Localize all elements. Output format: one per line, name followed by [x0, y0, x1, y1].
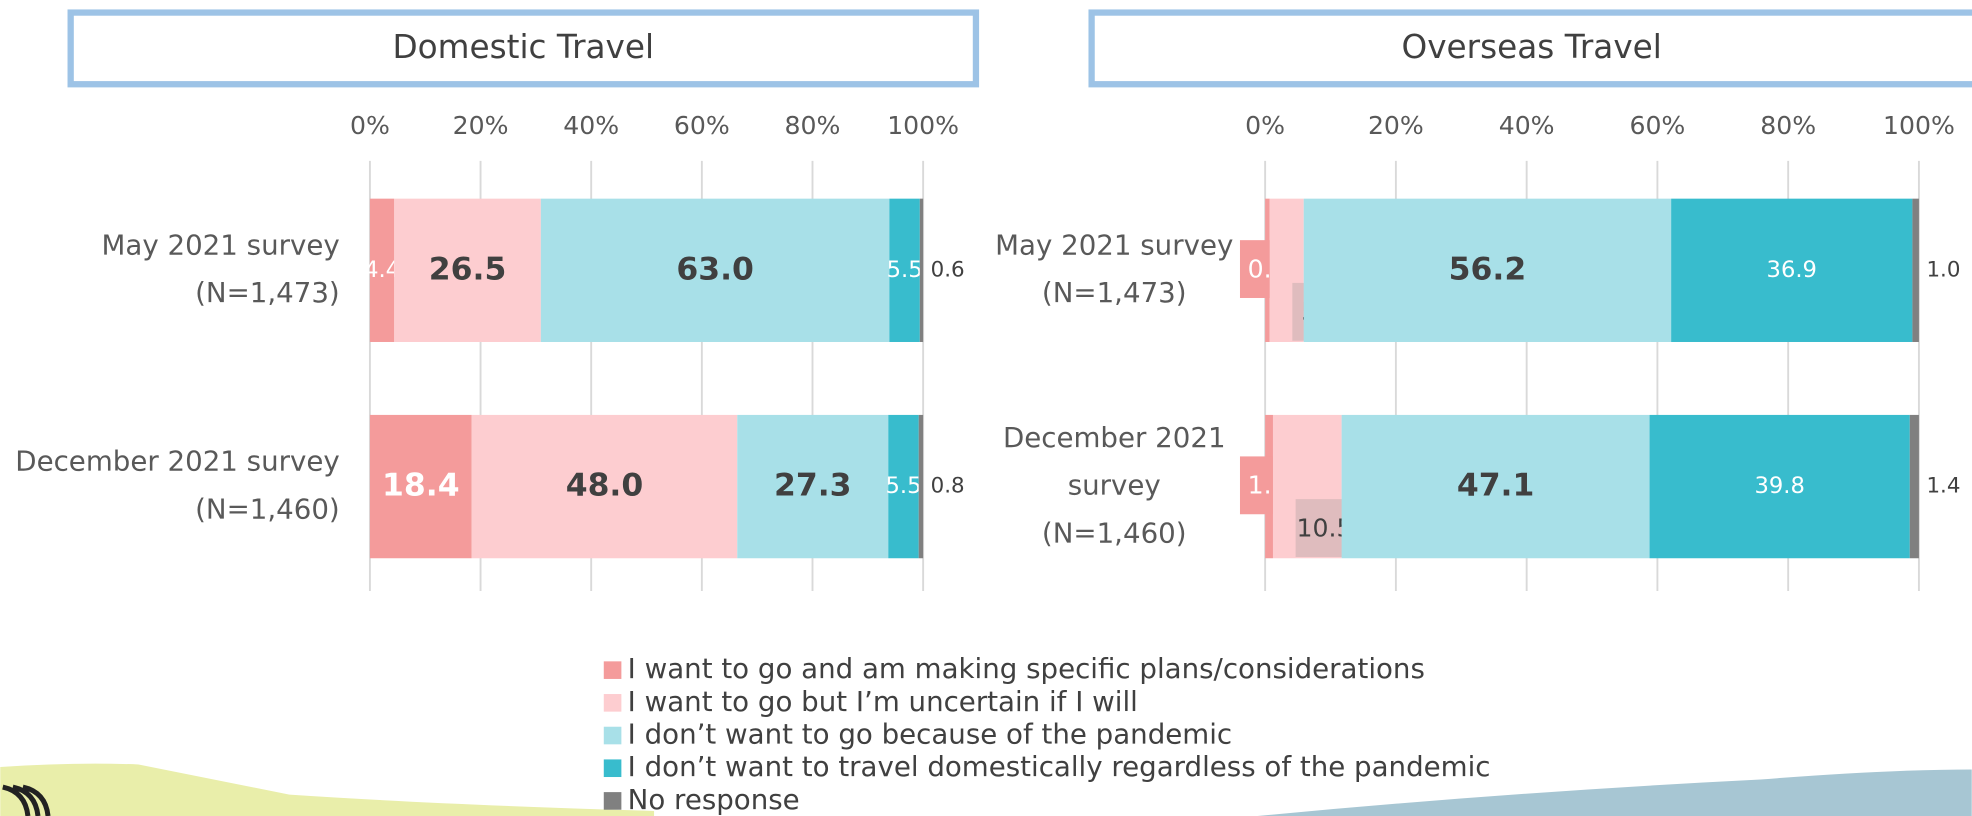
data-label: 47.1 [1457, 468, 1535, 504]
data-label: 27.3 [774, 468, 852, 504]
data-label: 5.5 [886, 473, 922, 499]
bar-segment [918, 414, 924, 559]
y-tick-label-line: survey [1068, 469, 1161, 502]
title-box [67, 9, 980, 88]
legend-swatch [603, 759, 622, 778]
bar-segment [471, 414, 738, 559]
legend-swatch [603, 726, 622, 745]
data-label: 56.2 [1449, 251, 1527, 287]
legend-label: No response [628, 783, 800, 816]
x-tick-label: 100% [1883, 111, 1955, 140]
x-tick-label: 80% [1760, 111, 1816, 140]
chart-title: Domestic Travel [393, 28, 655, 66]
bar-segment [369, 198, 395, 342]
data-label: 39.8 [1754, 473, 1804, 499]
y-tick-label-line: (N=1,460) [195, 492, 340, 525]
data-label: 4.4 [364, 257, 400, 283]
bar-segment [737, 414, 889, 559]
y-tick-label-line: December 2021 [1003, 421, 1226, 454]
x-tick-label: 0% [350, 111, 390, 140]
bar-segment [1909, 414, 1919, 559]
decoration [1257, 769, 1972, 816]
data-label: 18.4 [382, 468, 460, 504]
x-tick-label: 60% [1629, 111, 1685, 140]
data-label: 0.6 [931, 257, 965, 282]
y-tick-label: December 2021 survey (N=1,460) [15, 445, 339, 526]
y-tick-label-line: (N=1,473) [1042, 276, 1187, 309]
legend-label: I don’t want to travel domestically rega… [628, 750, 1491, 783]
x-tick-label: 20% [1368, 111, 1424, 140]
y-tick-label-line: December 2021 survey [15, 445, 339, 478]
x-tick-label: 0% [1245, 111, 1285, 140]
legend-label: I want to go but I’m uncertain if I will [628, 685, 1138, 718]
bar-segment [394, 198, 541, 342]
data-label: 26.5 [429, 251, 507, 287]
legend-swatch [603, 661, 622, 679]
legend-swatch [603, 792, 622, 810]
y-tick-label-line: (N=1,460) [1042, 516, 1187, 549]
chart-title: Overseas Travel [1401, 28, 1661, 66]
y-tick-label-line: (N=1,473) [195, 276, 340, 309]
logo [2, 784, 51, 816]
title-box [1088, 9, 1972, 88]
data-label: 36.9 [1767, 257, 1817, 283]
bar-segment [1341, 414, 1650, 559]
decoration [0, 763, 655, 816]
bar-segment [1912, 198, 1919, 342]
bar-segment [540, 198, 890, 342]
bar-segment [889, 198, 920, 342]
bar-segment [888, 414, 919, 559]
y-tick-label: May 2021 survey (N=1,473) [102, 228, 340, 309]
bar-segment [369, 414, 472, 559]
bar-segment [1649, 414, 1910, 559]
x-tick-label: 20% [453, 111, 509, 140]
data-label: 5.5 [887, 257, 923, 283]
y-tick-label-line: May 2021 survey [102, 228, 340, 261]
x-tick-label: 40% [563, 111, 619, 140]
data-label: 1.4 [1926, 474, 1960, 499]
bar-segment [1671, 198, 1913, 342]
x-tick-label: 40% [1499, 111, 1555, 140]
data-label: 1.0 [1926, 257, 1960, 282]
legend-label: I don’t want to go because of the pandem… [628, 718, 1232, 751]
bar-segment [1303, 198, 1672, 342]
x-tick-label: 60% [674, 111, 730, 140]
x-tick-label: 100% [887, 111, 959, 140]
data-label: 63.0 [676, 251, 754, 287]
data-label: 0.8 [931, 474, 965, 499]
bar-segment [919, 198, 924, 342]
y-tick-label: December 2021 survey (N=1,460) [1003, 421, 1226, 550]
legend-label: I want to go and am making specific plan… [628, 652, 1425, 685]
y-tick-label-line: May 2021 survey [995, 228, 1233, 261]
legend-swatch [603, 694, 622, 712]
x-tick-label: 80% [785, 111, 841, 140]
data-label: 48.0 [566, 468, 644, 504]
y-tick-label: May 2021 survey (N=1,473) [995, 228, 1233, 309]
